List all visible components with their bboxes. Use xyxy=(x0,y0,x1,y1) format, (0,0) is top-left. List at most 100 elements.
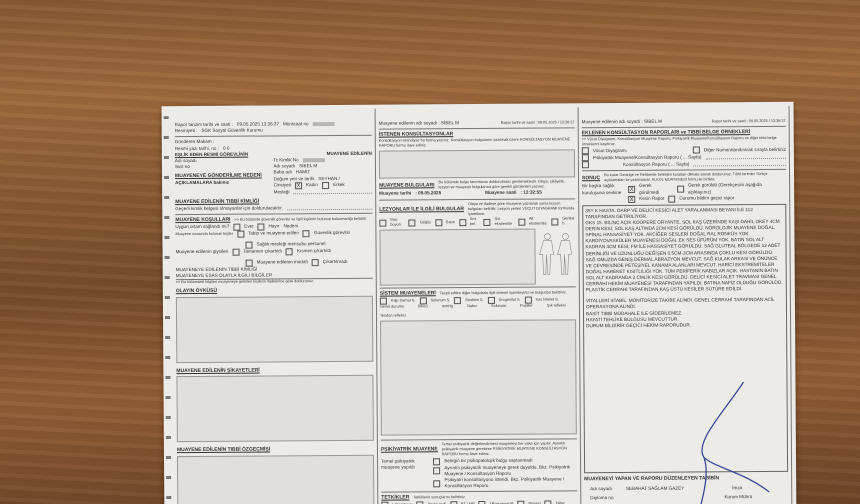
checkbox[interactable] xyxy=(433,467,441,475)
checkbox[interactable] xyxy=(245,241,253,249)
sex-label: Cinsiyeti xyxy=(273,182,291,188)
checkbox[interactable] xyxy=(581,154,589,162)
perforated-edge xyxy=(163,116,172,504)
female-label: Kadın xyxy=(305,182,318,188)
job-label: Mesleği xyxy=(273,189,290,195)
vitals: Genel durumu Bilinci mmHg Nabız Solunum Pupil… xyxy=(380,303,576,319)
option-label: Solunum S. xyxy=(430,298,451,303)
psych-note: Temel psikiyatrik değerlendirmesi muayen… xyxy=(441,441,567,457)
checkbox[interactable] xyxy=(454,297,462,305)
checkbox[interactable] xyxy=(379,219,387,227)
vital-label: Bilinci xyxy=(417,304,428,309)
checkbox-yes[interactable] xyxy=(233,223,241,231)
vital-label: mmHg xyxy=(441,304,454,309)
option-label: Vücut Diyagramı xyxy=(592,147,627,153)
reason: AÇIKLAMALARA bakınız xyxy=(175,179,230,186)
medical-report-form: Rapor tanzim tarihi ve saati :09.05.2025… xyxy=(161,101,797,504)
checkbox[interactable] xyxy=(524,296,532,304)
vital-label: Tendon refleksi xyxy=(379,313,406,318)
lesion-title: LEZYONLAR İLE İLGİLİ BULGULAR xyxy=(379,206,465,213)
identity-note: Geçerli kimlik belgesi olmayanlar için d… xyxy=(175,204,283,211)
checkbox[interactable] xyxy=(433,457,441,465)
checkbox[interactable] xyxy=(581,161,589,169)
env-label: Uygun ortam sağlandı mı? xyxy=(175,223,230,230)
patient-name: SİBEL M xyxy=(440,120,459,126)
system-field[interactable] xyxy=(380,319,577,436)
medical-history-field[interactable] xyxy=(176,454,375,504)
checkbox[interactable] xyxy=(692,146,700,154)
checkbox[interactable] xyxy=(676,185,685,193)
present-label: Muayene sırasında bulunan kişiler xyxy=(175,231,234,236)
name-label: Muayene edilenin adı soyadı : xyxy=(378,120,440,126)
checkbox[interactable] xyxy=(419,297,427,305)
checkbox-male[interactable] xyxy=(321,181,329,189)
option-label: Muayene edilenin müdafi xyxy=(256,259,308,265)
checkbox[interactable] xyxy=(379,297,387,305)
result-line: DURUM BİLDİRİR GEÇİCİ HEKİM RAPORUDUR. xyxy=(586,322,692,329)
exam-date-label: Muayene tarihi xyxy=(379,190,412,197)
checkbox[interactable] xyxy=(581,147,589,155)
history-field[interactable] xyxy=(175,295,374,363)
checkbox-female[interactable]: X xyxy=(294,181,302,189)
complaints-field[interactable] xyxy=(176,375,374,443)
checkbox[interactable] xyxy=(302,229,310,237)
report-date: Rapor tarihi ve saati : 09.05.2025 / 13:… xyxy=(500,119,575,125)
tests-note: Tetkiklerin sonuçlarını belirtiniz. xyxy=(413,495,466,500)
option-label: Genital b. xyxy=(562,216,575,226)
checkbox[interactable] xyxy=(483,218,491,226)
checkbox-not-needed[interactable]: X xyxy=(628,186,636,194)
checkbox[interactable] xyxy=(285,247,294,255)
option-label: Tabip ve muayene edilen xyxy=(248,230,299,236)
option-label: Kas İskelet S. xyxy=(535,297,559,302)
exam-time: : 13:32:55 xyxy=(520,189,542,196)
option-label: Üst ekstremite xyxy=(494,216,513,227)
checkbox[interactable] xyxy=(518,218,526,226)
checkbox-final-report[interactable]: X xyxy=(628,195,636,203)
no-label: Hayır xyxy=(268,223,280,229)
option-label: Alt ekstremite xyxy=(528,216,547,226)
report-date: Rapor tarihi ve saati : 09.05.2025 / 13:… xyxy=(711,118,786,123)
option-label: Gerek görüldü (Gerekçesini aşağıda açıkl… xyxy=(687,182,762,195)
checkbox[interactable] xyxy=(458,218,466,226)
checkbox[interactable] xyxy=(245,259,253,267)
checkbox[interactable] xyxy=(435,218,443,226)
psych-label: Temel psikiyatrik muayene yapıldı xyxy=(381,457,415,470)
checkbox[interactable] xyxy=(408,219,416,227)
option-label: Batın xyxy=(446,219,455,224)
body-region-checkboxes: Baş-boyun Göğüs Batın Sırt-bel Üst ekstremit… xyxy=(379,216,575,228)
body-diagram-icon xyxy=(539,233,572,276)
option-label: Ayrıntılı psikiyatrik muayeneye gerek du… xyxy=(444,463,570,476)
option-label: Baş-boyun xyxy=(390,217,401,227)
job-field[interactable] xyxy=(293,189,373,195)
checkbox[interactable] xyxy=(544,500,552,504)
option-label: Göğüs xyxy=(419,219,432,224)
option-label: Tamamen çıkartıldı xyxy=(243,248,282,254)
checkbox[interactable] xyxy=(487,296,495,304)
diploma-label: Diploma no xyxy=(590,494,614,501)
vital-label: Solunum xyxy=(491,303,507,308)
vital-label: Işık refleksi xyxy=(546,303,566,308)
identity-field[interactable] xyxy=(286,204,373,211)
checkbox[interactable] xyxy=(551,218,559,226)
consult-field[interactable] xyxy=(378,149,576,179)
option-label: Güvenlik görevlisi xyxy=(313,229,350,236)
option-label: Kesin Rapor xyxy=(639,195,665,202)
male-label: Erkek xyxy=(332,182,345,188)
option-label: Ürogenital S. xyxy=(498,297,521,302)
doctor-name: SEBAHAT SAĞLAM GAZEY xyxy=(625,485,685,491)
checkbox[interactable] xyxy=(232,248,240,256)
checkbox[interactable] xyxy=(237,230,245,238)
checkbox[interactable] xyxy=(433,479,441,487)
checkbox-no[interactable] xyxy=(257,223,265,231)
lesion-field[interactable] xyxy=(379,228,536,286)
sicil-label: Sicil no xyxy=(174,164,190,170)
option-label: Kısmen çıkartıldı xyxy=(296,247,332,254)
vital-label: Genel durumu xyxy=(379,304,405,309)
tests-checkboxes: LaboratuvarDirekt grafiBT / MRUltrasonog… xyxy=(381,500,577,504)
institution: SGK Sosyal Güvenlik Kurumu xyxy=(201,127,263,134)
option-label: Konsültasyon Raporu ( ... Sayfa) xyxy=(622,161,690,167)
option-label: Sırt-bel xyxy=(469,217,478,227)
checkbox[interactable] xyxy=(668,195,676,203)
checkbox[interactable] xyxy=(311,258,319,266)
form-column-middle: Muayene edilenin adı soyadı : SİBEL M Rap… xyxy=(375,107,582,504)
